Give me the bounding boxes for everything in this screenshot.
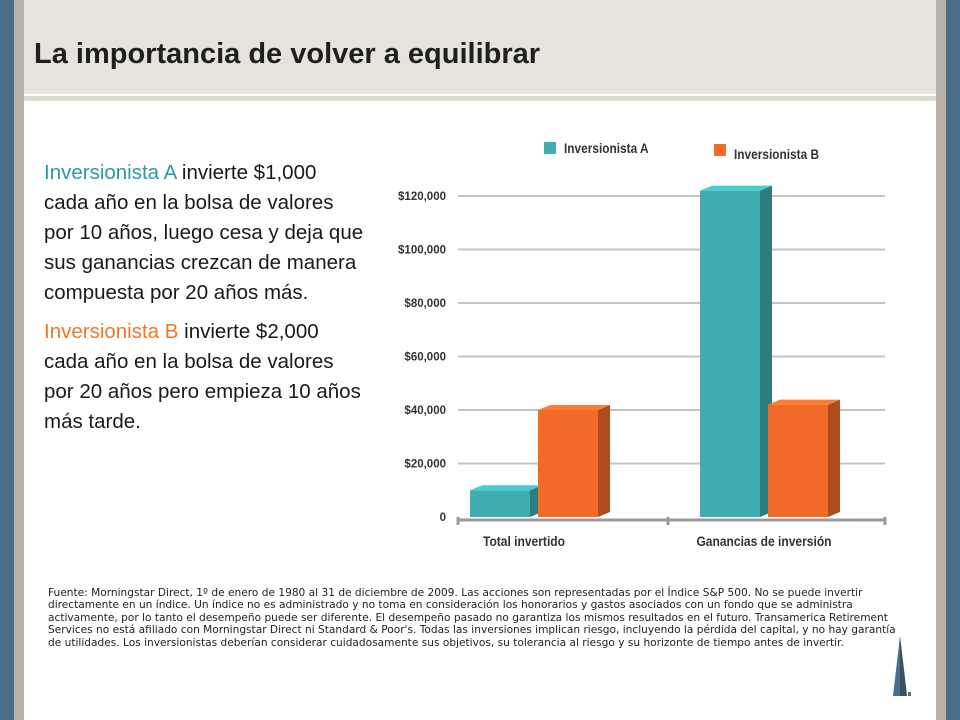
investor-b-highlight: Inversionista B <box>44 320 179 343</box>
bar-investor-b-0 <box>538 405 610 517</box>
footnote: Fuente: Morningstar Direct, 1º de enero … <box>48 587 896 649</box>
investor-b-text: invierte $2,000 cada año en la bolsa de … <box>44 320 361 433</box>
pyramid-building-icon <box>893 636 911 696</box>
investment-bar-chart: 0 $20,000 $40,000 $60,000 $80,000 $100,000 $12… <box>398 140 887 549</box>
bar-investor-b-1 <box>768 399 840 517</box>
header-band <box>24 0 936 94</box>
x-category-label: Total invertido <box>483 533 565 549</box>
legend-label: Inversionista A <box>564 140 649 156</box>
paragraph-investor-b: Inversionista B invierte $2,000 cada año… <box>44 317 364 437</box>
investor-a-highlight: Inversionista A <box>44 161 177 184</box>
left-frame-edge <box>0 0 14 720</box>
y-tick-label: $120,000 <box>398 191 446 203</box>
right-frame-edge <box>946 0 960 720</box>
slide-title: La importancia de volver a equilibrar <box>34 38 541 70</box>
y-tick-label: 0 <box>440 512 446 524</box>
left-frame-inner <box>14 0 24 720</box>
legend-swatch <box>544 142 556 154</box>
x-category-label: Ganancias de inversión <box>696 533 831 549</box>
y-tick-label: $40,000 <box>404 405 446 417</box>
bar-investor-a-1 <box>700 185 772 517</box>
y-tick-label: $100,000 <box>398 245 446 257</box>
right-frame-inner <box>936 0 946 720</box>
title-divider <box>24 96 936 101</box>
y-tick-label: $60,000 <box>404 352 446 364</box>
investor-a-text: invierte $1,000 cada año en la bolsa de … <box>44 161 364 304</box>
body-text: Inversionista A invierte $1,000 cada año… <box>44 158 364 446</box>
paragraph-investor-a: Inversionista A invierte $1,000 cada año… <box>44 158 364 308</box>
bar-investor-a-0 <box>470 485 542 517</box>
y-tick-label: $80,000 <box>404 298 446 310</box>
legend-swatch <box>714 144 726 156</box>
legend-label: Inversionista B <box>734 146 819 162</box>
y-tick-label: $20,000 <box>404 459 446 471</box>
